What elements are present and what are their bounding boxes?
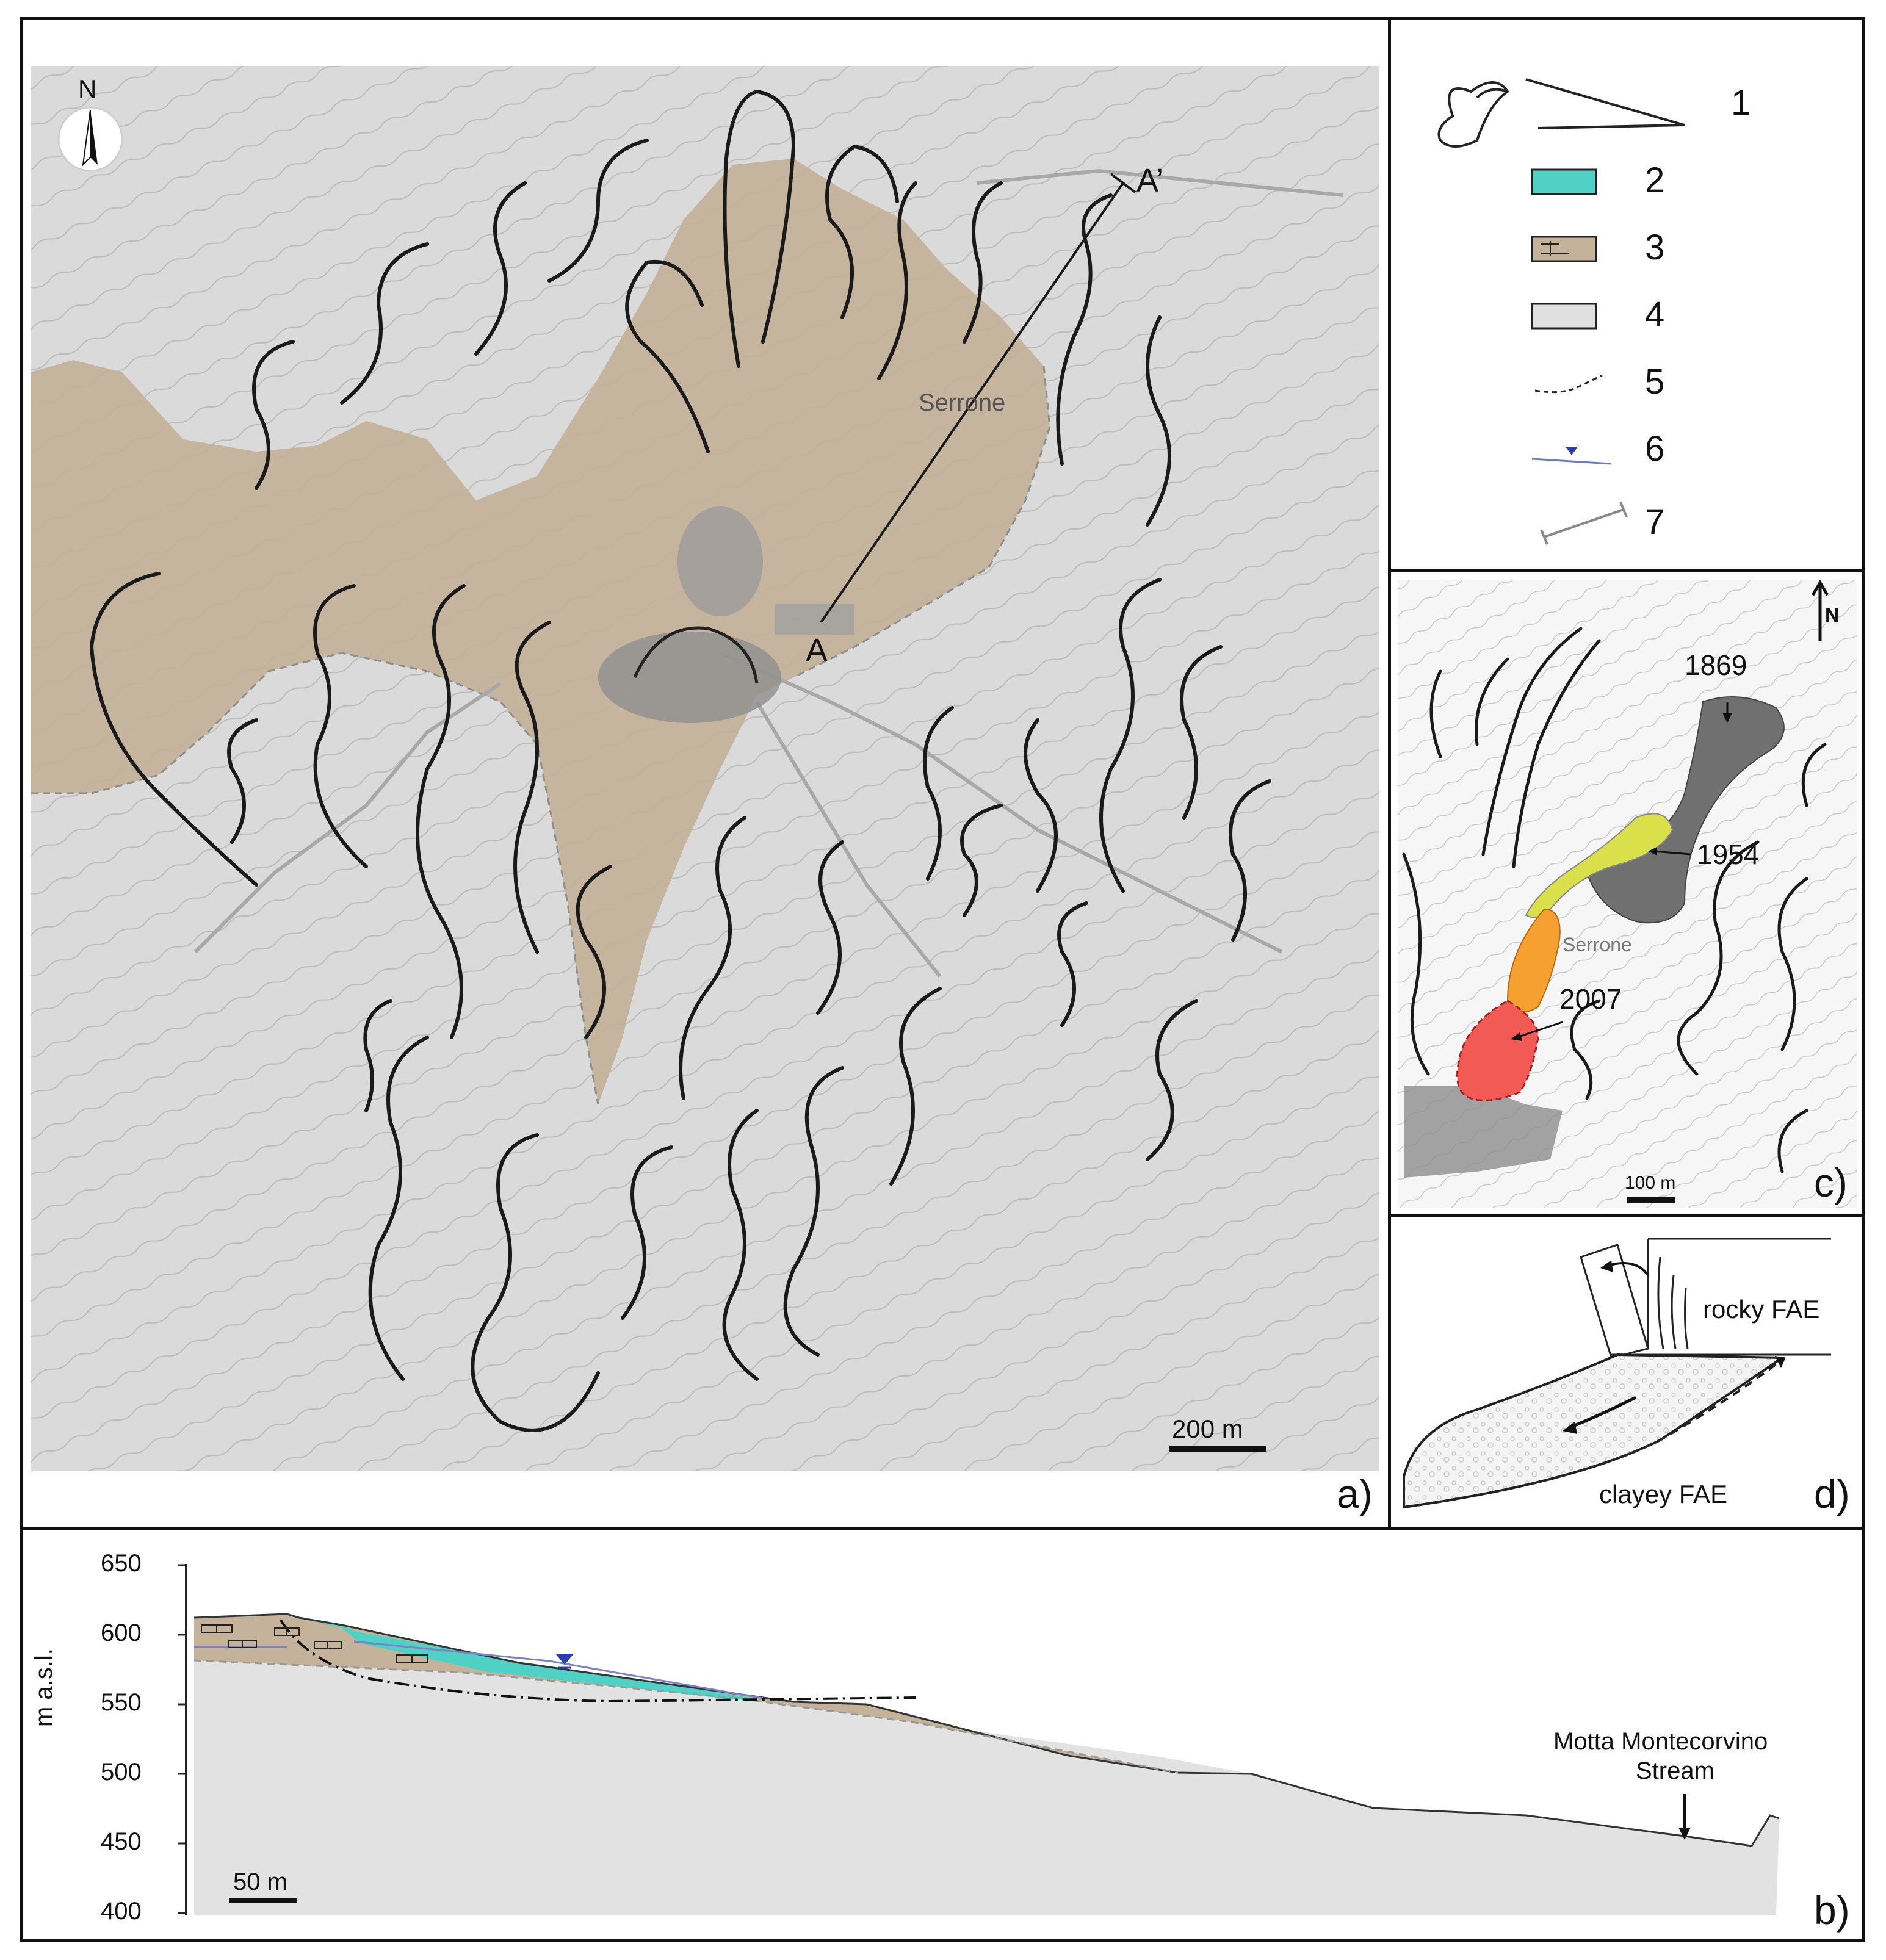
section-label-a-prime: A’ — [1136, 162, 1164, 199]
stream-label-line2: Stream — [1636, 1757, 1714, 1784]
north-label-a: N — [78, 74, 97, 103]
water-table-icon — [1566, 447, 1578, 455]
panel-id-c: c) — [1814, 1160, 1848, 1205]
y-tick-550: 550 — [101, 1689, 142, 1716]
landslide-outlines — [89, 90, 1271, 1432]
scale-bar-a — [1169, 1446, 1266, 1452]
year-label-1954: 1954 — [1697, 838, 1760, 870]
y-ticks — [178, 1564, 186, 1914]
landslide-2007-upper-area — [1506, 908, 1561, 1012]
north-arrow-c — [1811, 580, 1829, 641]
slip-surface — [280, 1619, 916, 1703]
scale-label-a: 200 m — [1172, 1414, 1243, 1443]
water-table-icon-section — [555, 1654, 574, 1665]
clayey-body — [1403, 1353, 1787, 1509]
north-arrow-a — [57, 106, 123, 172]
bedding-symbols — [201, 1624, 428, 1663]
y-axis-label: m a.s.l. — [31, 1648, 57, 1727]
year-label-1869: 1869 — [1685, 649, 1747, 681]
legend-5-dashed-line — [1534, 374, 1603, 394]
scale-label-c: 100 m — [1625, 1173, 1676, 1193]
deposit-boundary — [193, 1659, 1179, 1774]
legend-num-4: 4 — [1645, 295, 1665, 334]
y-tick-650: 650 — [101, 1550, 142, 1577]
place-label-serrone: Serrone — [919, 389, 1006, 416]
place-label-serrone-c: Serrone — [1563, 934, 1632, 956]
brown-unit-boundary — [31, 366, 1051, 1105]
scale-bar-c — [1627, 1197, 1675, 1203]
legend-3-swatch — [1531, 236, 1597, 262]
panel-id-a: a) — [1337, 1471, 1373, 1516]
road — [193, 168, 1343, 978]
legend-num-1: 1 — [1731, 83, 1751, 123]
legend-1-landslide-icon — [1437, 78, 1685, 148]
legend-num-7: 7 — [1645, 502, 1665, 542]
panel-c-map — [1398, 580, 1857, 1208]
slip-surface-dashed — [1403, 1358, 1783, 1508]
panel-b-section — [178, 1564, 1780, 1915]
town-settlement — [598, 506, 854, 723]
panel-id-d: d) — [1814, 1471, 1850, 1516]
landslide-1869-area — [1586, 696, 1785, 923]
legend-num-5: 5 — [1645, 362, 1665, 402]
section-label-a: A — [806, 632, 828, 669]
y-tick-400: 400 — [101, 1898, 142, 1925]
panel-b-frame — [20, 1527, 1865, 1942]
rocky-fae-label: rocky FAE — [1703, 1295, 1820, 1324]
panel-c-town — [1404, 1086, 1563, 1178]
panel-a-map — [31, 66, 1379, 1471]
scale-bar-b — [229, 1898, 297, 1903]
ground-profile — [193, 1613, 1780, 1847]
rocky-block-outline — [1580, 1238, 1831, 1359]
legend-num-6: 6 — [1645, 429, 1665, 469]
grey-bedrock — [194, 1660, 1779, 1915]
panel-d-sketch — [1403, 1238, 1831, 1509]
panel-c-landslide-outlines — [1402, 627, 1827, 1173]
legend-4-swatch — [1531, 303, 1597, 330]
section-trace-a-a-prime — [820, 173, 1136, 624]
legend-6-water-table — [1531, 458, 1612, 465]
north-label-c: N — [1825, 604, 1840, 626]
y-tick-500: 500 — [101, 1759, 142, 1785]
legend-2-swatch — [1531, 168, 1597, 195]
legend-symbols — [1437, 78, 1685, 545]
brown-unit-area — [31, 159, 1050, 1104]
arrow-2007 — [1516, 1021, 1563, 1039]
y-tick-450: 450 — [101, 1828, 142, 1855]
legend-7-section-trace — [1540, 502, 1628, 545]
clayey-fae-label: clayey FAE — [1599, 1480, 1728, 1508]
arrow-1954 — [1653, 850, 1691, 856]
stream-label-line1: Motta Montecorvino — [1553, 1728, 1768, 1755]
scale-label-b: 50 m — [233, 1868, 287, 1895]
landslide-2007-area — [1456, 1000, 1539, 1101]
legend-num-3: 3 — [1645, 228, 1665, 267]
y-tick-600: 600 — [101, 1620, 142, 1646]
fracture-lines — [1657, 1256, 1689, 1349]
legend-num-2: 2 — [1645, 160, 1665, 200]
landslide-1954-area — [1525, 813, 1674, 918]
year-label-2007: 2007 — [1559, 983, 1622, 1015]
panel-id-b: b) — [1814, 1887, 1850, 1933]
